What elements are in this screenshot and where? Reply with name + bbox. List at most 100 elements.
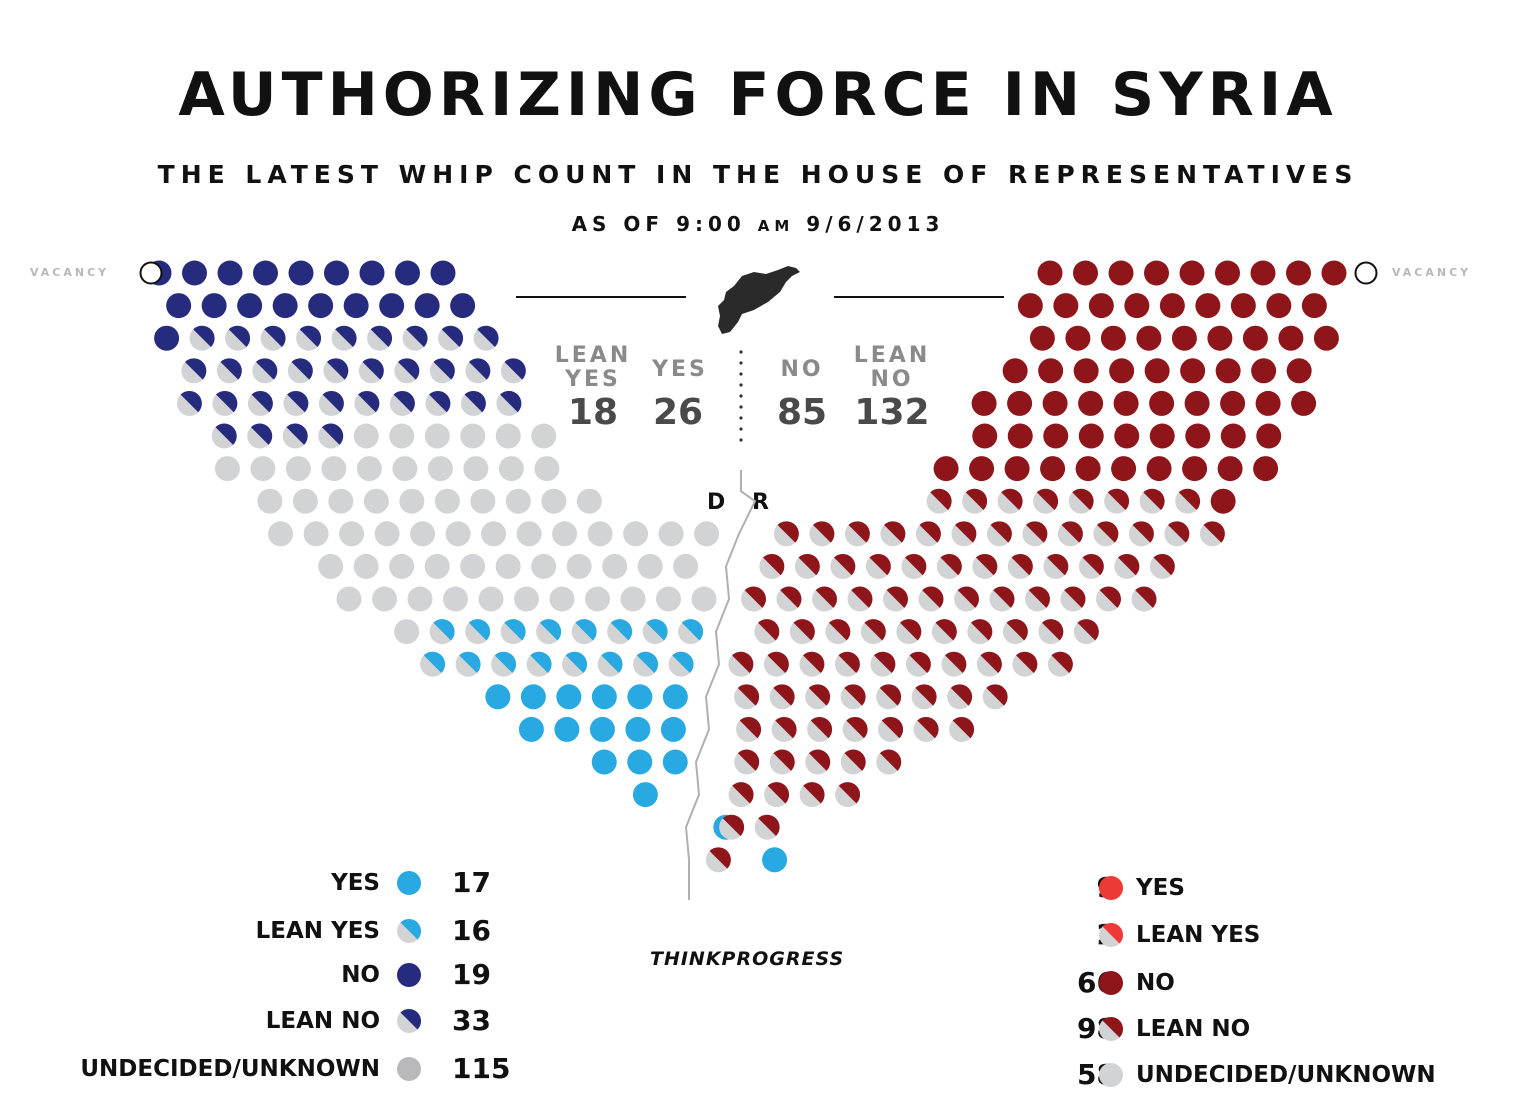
divider-line-left <box>516 296 686 298</box>
rep-seat-no <box>1250 260 1276 286</box>
rep-seat-leanno <box>799 651 825 677</box>
as-of-prefix: AS OF <box>571 212 665 236</box>
total-lean-no-value: 132 <box>854 392 930 433</box>
rep-seat-no <box>1029 325 1055 351</box>
dem-seat-yes <box>662 749 688 775</box>
dem-seat-und <box>353 553 379 579</box>
rep-seat-leanno <box>896 619 922 645</box>
total-yes-line1: YES <box>652 357 708 382</box>
total-no-label: NO <box>764 358 840 382</box>
dem-seat-yes <box>627 684 653 710</box>
rep-seat-no <box>969 456 995 482</box>
dem-seat-yes <box>762 847 788 873</box>
legend-dem-no-swatch <box>397 963 421 987</box>
dem-seat-leanyes <box>633 651 659 677</box>
rep-seat-no <box>1073 358 1099 384</box>
rep-seat-no <box>1109 358 1135 384</box>
rep-seat-leanno <box>834 651 860 677</box>
rep-seat-leanno <box>728 782 754 808</box>
rep-seat-leanno <box>1128 521 1154 547</box>
dem-seat-leanyes <box>465 619 491 645</box>
rep-seat-no <box>933 456 959 482</box>
dem-seat-leanno <box>189 325 215 351</box>
dem-seat-und <box>637 553 663 579</box>
rep-seat-no <box>1301 293 1327 319</box>
total-yes-label: YES <box>640 358 720 382</box>
legend-rep-no-label: NO <box>1136 970 1175 996</box>
legend-dem-lean-yes: LEAN YES 16 <box>0 916 520 946</box>
rep-seat-no <box>1042 390 1068 416</box>
dem-seat-leanno <box>260 325 286 351</box>
legend-rep-yes-label: YES <box>1136 875 1185 901</box>
dem-seat-und <box>285 456 311 482</box>
rep-seat-no <box>1210 488 1236 514</box>
rep-seat-leanno <box>759 553 785 579</box>
rep-seat-leanno <box>989 586 1015 612</box>
rep-seat-no <box>1220 423 1246 449</box>
rep-seat-leanno <box>1057 521 1083 547</box>
dem-seat-und <box>470 488 496 514</box>
rep-seat-no <box>1171 325 1197 351</box>
dem-seat-und <box>353 423 379 449</box>
rep-seat-no <box>1124 293 1150 319</box>
rep-seat-leanno <box>812 586 837 612</box>
dem-seat-leanno <box>354 390 380 416</box>
dem-seat-und <box>531 553 557 579</box>
dem-seat-und <box>566 553 592 579</box>
rep-seat-leanno <box>913 716 939 742</box>
rep-seat-no <box>1037 260 1063 286</box>
dem-seat-no <box>324 260 349 286</box>
rep-seat-leanno <box>1022 521 1048 547</box>
rep-seat-leanno <box>1012 651 1038 677</box>
rep-seat-no <box>1146 456 1172 482</box>
legend-rep-lean-yes-label: LEAN YES <box>1136 922 1261 948</box>
dem-seat-und <box>516 521 542 547</box>
rep-seat-leanno <box>947 684 973 710</box>
rep-seat-no <box>1043 423 1069 449</box>
rep-seat-leanno <box>982 684 1008 710</box>
rep-seat-leanno <box>901 553 927 579</box>
dem-seat-yes <box>632 782 658 808</box>
totals-divider-dot <box>739 361 743 365</box>
rep-seat-leanno <box>926 488 952 514</box>
rep-seat-leanno <box>954 586 979 612</box>
rep-seat-leanno <box>705 847 731 873</box>
dem-seat-und <box>257 488 283 514</box>
dem-seat-leanno <box>394 358 420 384</box>
dem-seat-und <box>321 456 347 482</box>
dem-seat-leanno <box>181 358 207 384</box>
dem-seat-leanyes <box>536 619 562 645</box>
as-of-date: 9/6/2013 <box>806 212 945 236</box>
rep-seat-leanno <box>825 619 851 645</box>
total-lean-no-line1: LEAN <box>853 343 931 368</box>
rep-seat-leanno <box>949 716 975 742</box>
dem-seat-leanyes <box>429 619 455 645</box>
dem-seat-und <box>460 423 486 449</box>
divider-line-right <box>834 296 1004 298</box>
dem-seat-leanno <box>367 325 393 351</box>
dem-seat-leanno <box>460 390 486 416</box>
dem-seat-leanyes <box>491 651 517 677</box>
dem-seat-leanno <box>296 325 322 351</box>
rep-seat-no <box>1053 293 1079 319</box>
dem-seat-und <box>424 423 450 449</box>
rep-seat-leanno <box>1043 553 1069 579</box>
rep-seat-leanno <box>1104 488 1130 514</box>
dem-seat-leanyes <box>642 619 668 645</box>
legend-dem-undecided-count: 115 <box>452 1052 511 1085</box>
dem-seat-leanyes <box>678 619 704 645</box>
rep-seat-no <box>1253 456 1279 482</box>
rep-seat-leanno <box>1139 488 1165 514</box>
dem-seat-yes <box>591 749 617 775</box>
total-lean-yes-line1: LEAN <box>554 343 632 368</box>
dem-seat-und <box>443 586 468 612</box>
dem-seat-und <box>552 521 578 547</box>
dem-seat-und <box>478 586 504 612</box>
rep-seat-no <box>1278 325 1304 351</box>
dem-seat-yes <box>589 716 615 742</box>
dem-seat-no <box>288 260 314 286</box>
dem-seat-und <box>623 521 649 547</box>
dem-seat-und <box>389 423 415 449</box>
rep-seat-leanno <box>1164 521 1190 547</box>
rep-seat-no <box>1215 358 1241 384</box>
